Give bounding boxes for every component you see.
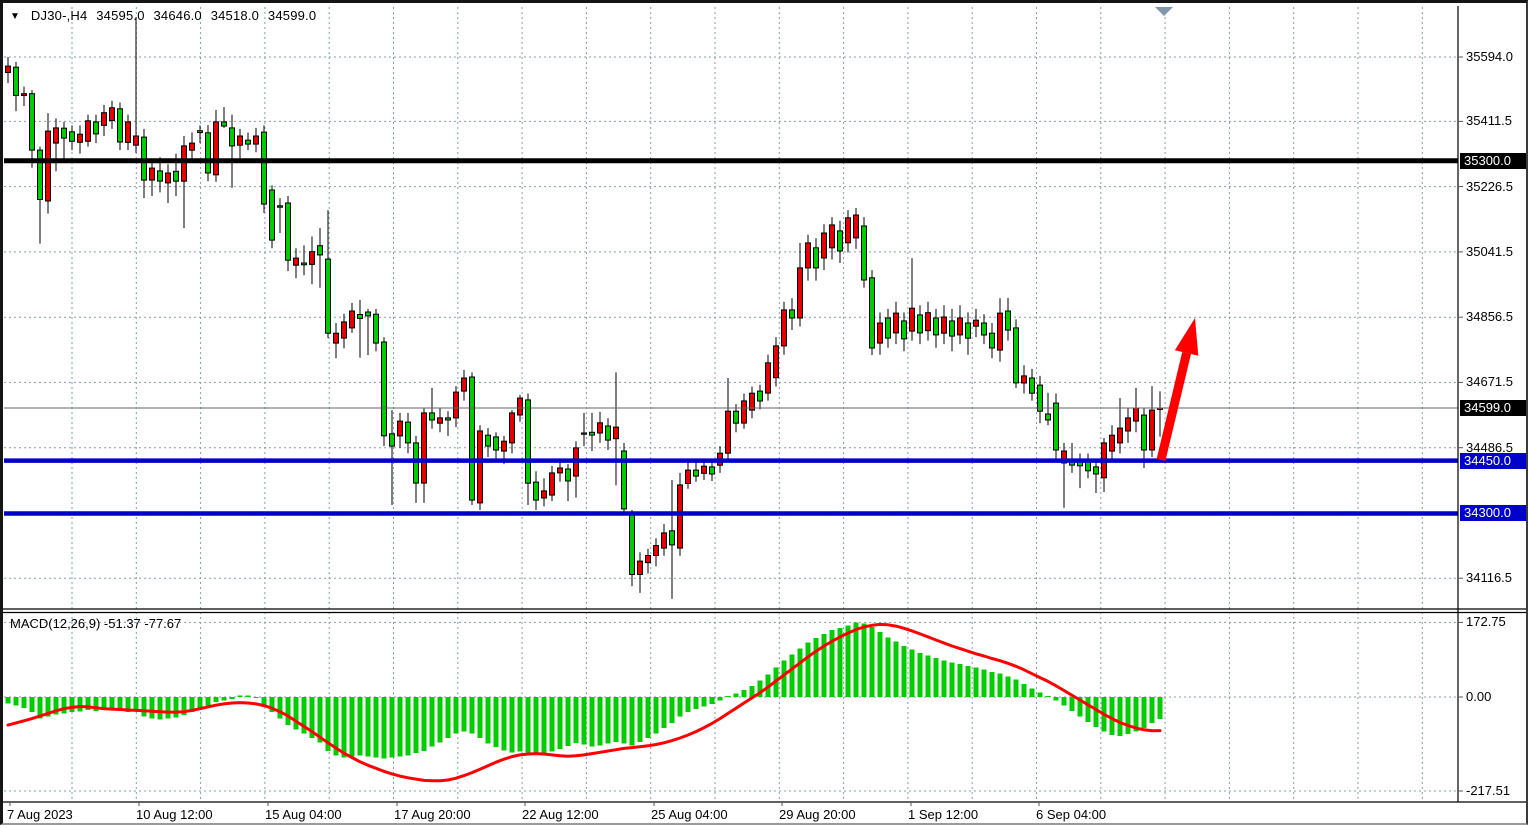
- price-tick-label: 35226.5: [1466, 179, 1513, 194]
- macd-tick-label: -217.51: [1466, 783, 1511, 798]
- price-tick-label: 34671.5: [1466, 374, 1513, 389]
- price-level-badge: 35300.0: [1460, 153, 1526, 169]
- bar-low-value: 34518.0: [210, 8, 260, 23]
- bar-open-value: 34595.0: [96, 8, 145, 23]
- symbol-dropdown-triangle-icon[interactable]: ▼: [10, 11, 21, 22]
- chart-surface[interactable]: [3, 3, 1528, 825]
- price-tick-label: 34116.5: [1466, 570, 1513, 585]
- macd-indicator-label: MACD(12,26,9) -51.37 -77.67: [10, 616, 182, 631]
- price-tick-label: 35411.5: [1466, 113, 1513, 128]
- time-tick-label: 25 Aug 04:00: [651, 807, 728, 822]
- price-tick-label: 35041.5: [1466, 244, 1513, 259]
- time-tick-label: 15 Aug 04:00: [265, 807, 342, 822]
- time-tick-label: 1 Sep 12:00: [908, 807, 979, 822]
- time-tick-label: 10 Aug 12:00: [136, 807, 213, 822]
- bar-close-value: 34599.0: [267, 8, 317, 23]
- macd-tick-label: 0.00: [1466, 689, 1492, 704]
- time-tick-label: 29 Aug 20:00: [779, 807, 856, 822]
- time-tick-label: 7 Aug 2023: [7, 807, 73, 822]
- trend-arrow-head: [1174, 318, 1199, 356]
- chart-shift-marker-icon: [1155, 7, 1173, 16]
- price-level-badge: 34300.0: [1460, 505, 1526, 521]
- trend-arrow-shaft: [1156, 351, 1191, 462]
- price-level-badge: 34450.0: [1460, 453, 1526, 469]
- time-tick-label: 22 Aug 12:00: [522, 807, 599, 822]
- time-tick-label: 6 Sep 04:00: [1036, 807, 1107, 822]
- time-tick-label: 17 Aug 20:00: [394, 807, 471, 822]
- price-tick-label: 35594.0: [1466, 49, 1513, 64]
- macd-tick-label: 172.75: [1466, 614, 1506, 629]
- symbol-ohlc-header: ▼ DJ30-,H4 34595.0 34646.0 34518.0 34599…: [10, 8, 321, 23]
- price-level-badge: 34599.0: [1460, 400, 1526, 416]
- symbol-timeframe-label: DJ30-,H4: [30, 8, 88, 23]
- price-tick-label: 34856.5: [1466, 309, 1513, 324]
- price-tick-label: 34486.5: [1466, 440, 1513, 455]
- bar-high-value: 34646.0: [153, 8, 202, 23]
